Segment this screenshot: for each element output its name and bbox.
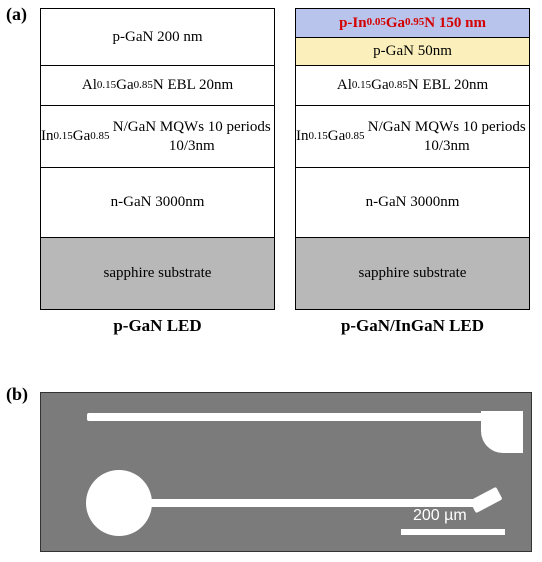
panel-a-label: (a) bbox=[6, 4, 27, 25]
trace bbox=[143, 499, 477, 507]
layer: sapphire substrate bbox=[40, 238, 275, 310]
scale-bar bbox=[401, 529, 505, 535]
trace bbox=[469, 487, 502, 513]
stack-left-caption: p-GaN LED bbox=[40, 316, 275, 336]
panel-b-label: (b) bbox=[6, 384, 28, 405]
layer: p-GaN 50nm bbox=[295, 38, 530, 66]
layer: In0.15Ga0.85N/GaN MQWs 10 periods 10/3nm bbox=[40, 106, 275, 168]
micrograph-image: 200 µm bbox=[40, 392, 532, 552]
left-pad bbox=[86, 470, 152, 536]
layer: n-GaN 3000nm bbox=[40, 168, 275, 238]
trace bbox=[87, 413, 491, 421]
layer-stacks: p-GaN 200 nmAl0.15Ga0.85N EBL 20nmIn0.15… bbox=[40, 8, 530, 336]
layer: n-GaN 3000nm bbox=[295, 168, 530, 238]
layer: Al0.15Ga0.85N EBL 20nm bbox=[40, 66, 275, 106]
layer: In0.15Ga0.85N/GaN MQWs 10 periods 10/3nm bbox=[295, 106, 530, 168]
layer: sapphire substrate bbox=[295, 238, 530, 310]
right-pad bbox=[481, 411, 523, 453]
layer: p-GaN 200 nm bbox=[40, 8, 275, 66]
layer: Al0.15Ga0.85N EBL 20nm bbox=[295, 66, 530, 106]
scale-text: 200 µm bbox=[413, 507, 467, 525]
stack-right: p-In0.05Ga0.95N 150 nmp-GaN 50nmAl0.15Ga… bbox=[295, 8, 530, 336]
layer: p-In0.05Ga0.95N 150 nm bbox=[295, 8, 530, 38]
stack-left: p-GaN 200 nmAl0.15Ga0.85N EBL 20nmIn0.15… bbox=[40, 8, 275, 336]
stack-right-caption: p-GaN/InGaN LED bbox=[295, 316, 530, 336]
